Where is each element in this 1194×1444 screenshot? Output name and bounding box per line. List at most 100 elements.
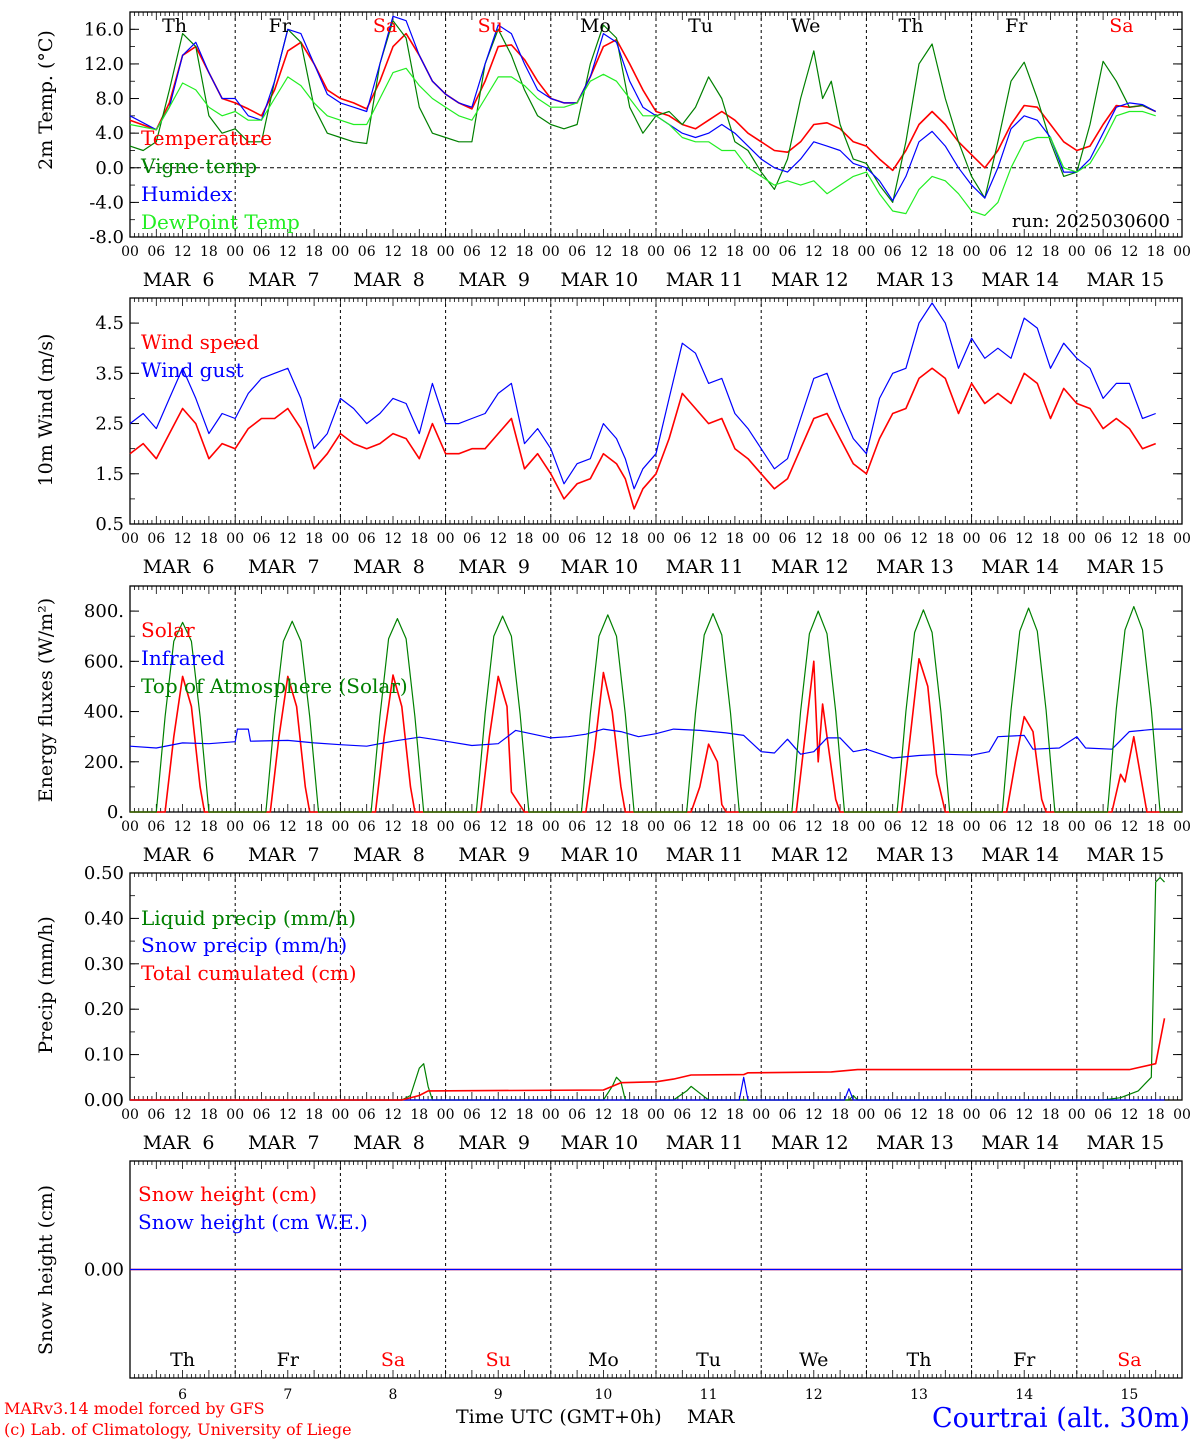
hour-tick-label: 12 [1120, 819, 1138, 835]
date-label: MAR 15 [1087, 1132, 1165, 1154]
hour-tick-label: 12 [1120, 244, 1138, 260]
y-axis-label: Snow height (cm) [35, 1185, 57, 1355]
hour-tick-label: 00 [437, 531, 455, 547]
hour-tick-label: 18 [516, 1107, 534, 1123]
hour-tick-label: 12 [279, 1107, 297, 1123]
hour-tick-label: 12 [1120, 1107, 1138, 1123]
hour-tick-label: 12 [594, 244, 612, 260]
date-label: MAR 8 [353, 556, 425, 578]
hour-tick-label: 00 [331, 1107, 349, 1123]
panel-3: 800. 600. 400. 200. 0. Energy fluxes (W/m²) So… [35, 585, 1191, 866]
y-axis-label: Energy fluxes (W/m²) [35, 598, 57, 802]
hour-tick-label: 06 [673, 531, 691, 547]
day-name-label: Th [162, 15, 187, 37]
hour-tick-label: 18 [726, 531, 744, 547]
y-tick-label: 0.0 [95, 158, 124, 179]
date-label: MAR 13 [876, 844, 954, 866]
hour-tick-label: 00 [226, 531, 244, 547]
hour-tick-label: 00 [1068, 819, 1086, 835]
hour-tick-label: 06 [779, 819, 797, 835]
legend-entry: Snow height (cm) [138, 1182, 317, 1206]
date-label: MAR 11 [666, 844, 744, 866]
day-name-label: Th [907, 1349, 932, 1371]
hour-tick-label: 18 [1042, 531, 1060, 547]
hour-tick-label: 06 [147, 531, 165, 547]
legend-entry: Infrared [141, 646, 225, 670]
date-label: MAR 14 [981, 269, 1059, 291]
day-number-label: 12 [805, 1387, 823, 1403]
hour-tick-label: 06 [463, 244, 481, 260]
hour-tick-label: 00 [963, 244, 981, 260]
panel-4: 0.50 0.40 0.30 0.20 0.10 0.00 Precip (mm/h) Liq… [35, 863, 1191, 1154]
series-line-total-cumulated-cm [130, 1018, 1166, 1101]
series-line-infrared [129, 728, 1182, 759]
day-name-label: We [791, 15, 820, 37]
legend-entry: Liquid precip (mm/h) [141, 906, 356, 930]
hour-tick-label: 12 [805, 244, 823, 260]
legend-entry: Wind gust [141, 358, 244, 382]
series-line-solar [130, 657, 1182, 813]
hour-tick-label: 18 [516, 531, 534, 547]
hour-tick-label: 06 [989, 819, 1007, 835]
station-title: Courtrai (alt. 30m) [932, 1403, 1190, 1434]
hour-tick-label: 00 [121, 819, 139, 835]
date-label: MAR 14 [981, 1132, 1059, 1154]
hour-tick-label: 18 [831, 244, 849, 260]
series-line-wind-speed [129, 367, 1156, 510]
hour-tick-label: 18 [1147, 531, 1165, 547]
hour-tick-label: 18 [936, 819, 954, 835]
hour-tick-label: 12 [700, 531, 718, 547]
hour-tick-label: 18 [1147, 1107, 1165, 1123]
hour-tick-label: 12 [805, 531, 823, 547]
hour-tick-label: 12 [174, 531, 192, 547]
date-label: MAR 7 [248, 269, 320, 291]
date-label: MAR 8 [353, 844, 425, 866]
day-name-label: Su [478, 15, 503, 37]
y-tick-label: 0.30 [84, 954, 124, 975]
y-tick-label: 0. [107, 802, 124, 823]
legend-entry: DewPoint Temp [141, 210, 300, 234]
hour-tick-label: 06 [358, 819, 376, 835]
hour-tick-label: 00 [857, 819, 875, 835]
hour-tick-label: 12 [489, 244, 507, 260]
hour-tick-label: 18 [305, 1107, 323, 1123]
date-label: MAR 11 [666, 269, 744, 291]
hour-tick-label: 06 [358, 531, 376, 547]
hour-tick-label: 06 [884, 819, 902, 835]
run-annotation: run: 2025030600 [1012, 211, 1170, 232]
hour-tick-label: 12 [910, 244, 928, 260]
hour-tick-label: 00 [647, 1107, 665, 1123]
hour-tick-label: 06 [1094, 819, 1112, 835]
y-tick-label: 3.5 [95, 363, 124, 384]
hour-tick-label: 00 [752, 244, 770, 260]
hour-tick-label: 06 [147, 819, 165, 835]
hour-tick-label: 06 [884, 1107, 902, 1123]
y-axis-label: 2m Temp. (°C) [35, 30, 57, 170]
hour-tick-label: 06 [253, 819, 271, 835]
y-axis-label: 10m Wind (m/s) [35, 334, 57, 487]
hour-tick-label: 06 [463, 1107, 481, 1123]
hour-tick-label: 00 [963, 1107, 981, 1123]
hour-tick-label: 06 [1094, 244, 1112, 260]
date-label: MAR 15 [1087, 269, 1165, 291]
hour-tick-label: 00 [226, 1107, 244, 1123]
hour-tick-label: 18 [200, 1107, 218, 1123]
y-tick-label: 12.0 [84, 54, 124, 75]
y-tick-label: 1.5 [95, 464, 124, 485]
hour-tick-label: 06 [989, 1107, 1007, 1123]
day-number-label: 7 [283, 1387, 292, 1403]
hour-tick-label: 12 [1015, 531, 1033, 547]
day-number-label: 9 [494, 1387, 503, 1403]
hour-tick-label: 06 [1094, 531, 1112, 547]
legend-entry: Total cumulated (cm) [141, 961, 357, 985]
day-name-label: Sa [1117, 1349, 1141, 1371]
hour-tick-label: 00 [331, 531, 349, 547]
hour-tick-label: 00 [1173, 1107, 1191, 1123]
hour-tick-label: 00 [647, 244, 665, 260]
day-name-label: Fr [269, 15, 292, 37]
hour-tick-label: 18 [726, 1107, 744, 1123]
day-name-label: Su [486, 1349, 511, 1371]
hour-tick-label: 18 [410, 531, 428, 547]
date-label: MAR 10 [561, 269, 639, 291]
